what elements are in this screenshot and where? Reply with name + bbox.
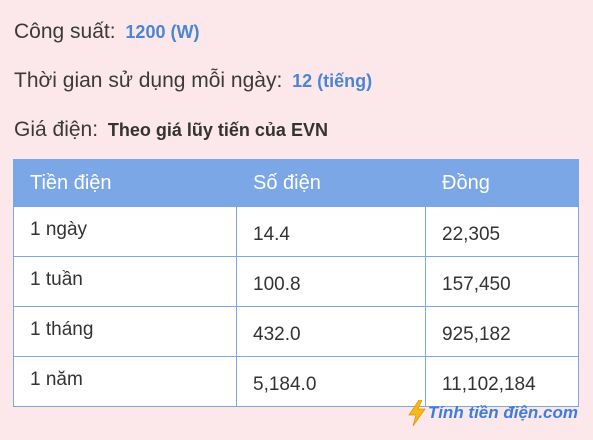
row-period: 1 tháng xyxy=(13,306,237,357)
row-kwh: 14.4 xyxy=(236,206,426,257)
row-cost: 157,450 xyxy=(425,256,579,307)
row-period: 1 tuần xyxy=(13,256,237,307)
row-kwh: 100.8 xyxy=(236,256,426,307)
header-kwh: Số điện xyxy=(236,159,426,207)
usage-value: 12 (tiếng) xyxy=(292,71,373,91)
usage-label: Thời gian sử dụng mỗi ngày: xyxy=(14,69,283,92)
usage-info: Thời gian sử dụng mỗi ngày: 12 (tiếng) xyxy=(14,69,372,93)
row-cost: 22,305 xyxy=(425,206,579,257)
power-label: Công suất: xyxy=(14,20,116,43)
row-cost: 925,182 xyxy=(425,306,579,357)
table-row: 1 ngày 14.4 22,305 xyxy=(13,206,579,257)
table-row: 1 tháng 432.0 925,182 xyxy=(13,306,579,357)
row-period: 1 năm xyxy=(13,356,237,407)
electricity-cost-table: Tiền điện Số điện Đồng 1 ngày 14.4 22,30… xyxy=(13,159,579,407)
lightning-bolt-icon xyxy=(408,400,426,426)
header-cost: Đồng xyxy=(425,159,579,207)
row-cost: 11,102,184 xyxy=(425,356,579,407)
row-kwh: 5,184.0 xyxy=(236,356,426,407)
row-period: 1 ngày xyxy=(13,206,237,257)
price-value: Theo giá lũy tiến của EVN xyxy=(107,120,328,140)
price-label: Giá điện: xyxy=(14,118,99,141)
table-header-row: Tiền điện Số điện Đồng xyxy=(13,159,579,207)
power-info: Công suất: 1200 (W) xyxy=(14,20,199,44)
power-value: 1200 (W) xyxy=(125,22,200,42)
row-kwh: 432.0 xyxy=(236,306,426,357)
price-info: Giá điện: Theo giá lũy tiến của EVN xyxy=(14,118,328,142)
table-row: 1 năm 5,184.0 11,102,184 xyxy=(13,356,579,407)
table-row: 1 tuần 100.8 157,450 xyxy=(13,256,579,307)
brand-link[interactable]: Tính tiền điện.com xyxy=(408,400,578,426)
brand-text: Tính tiền điện.com xyxy=(427,403,578,422)
header-period: Tiền điện xyxy=(13,159,237,207)
